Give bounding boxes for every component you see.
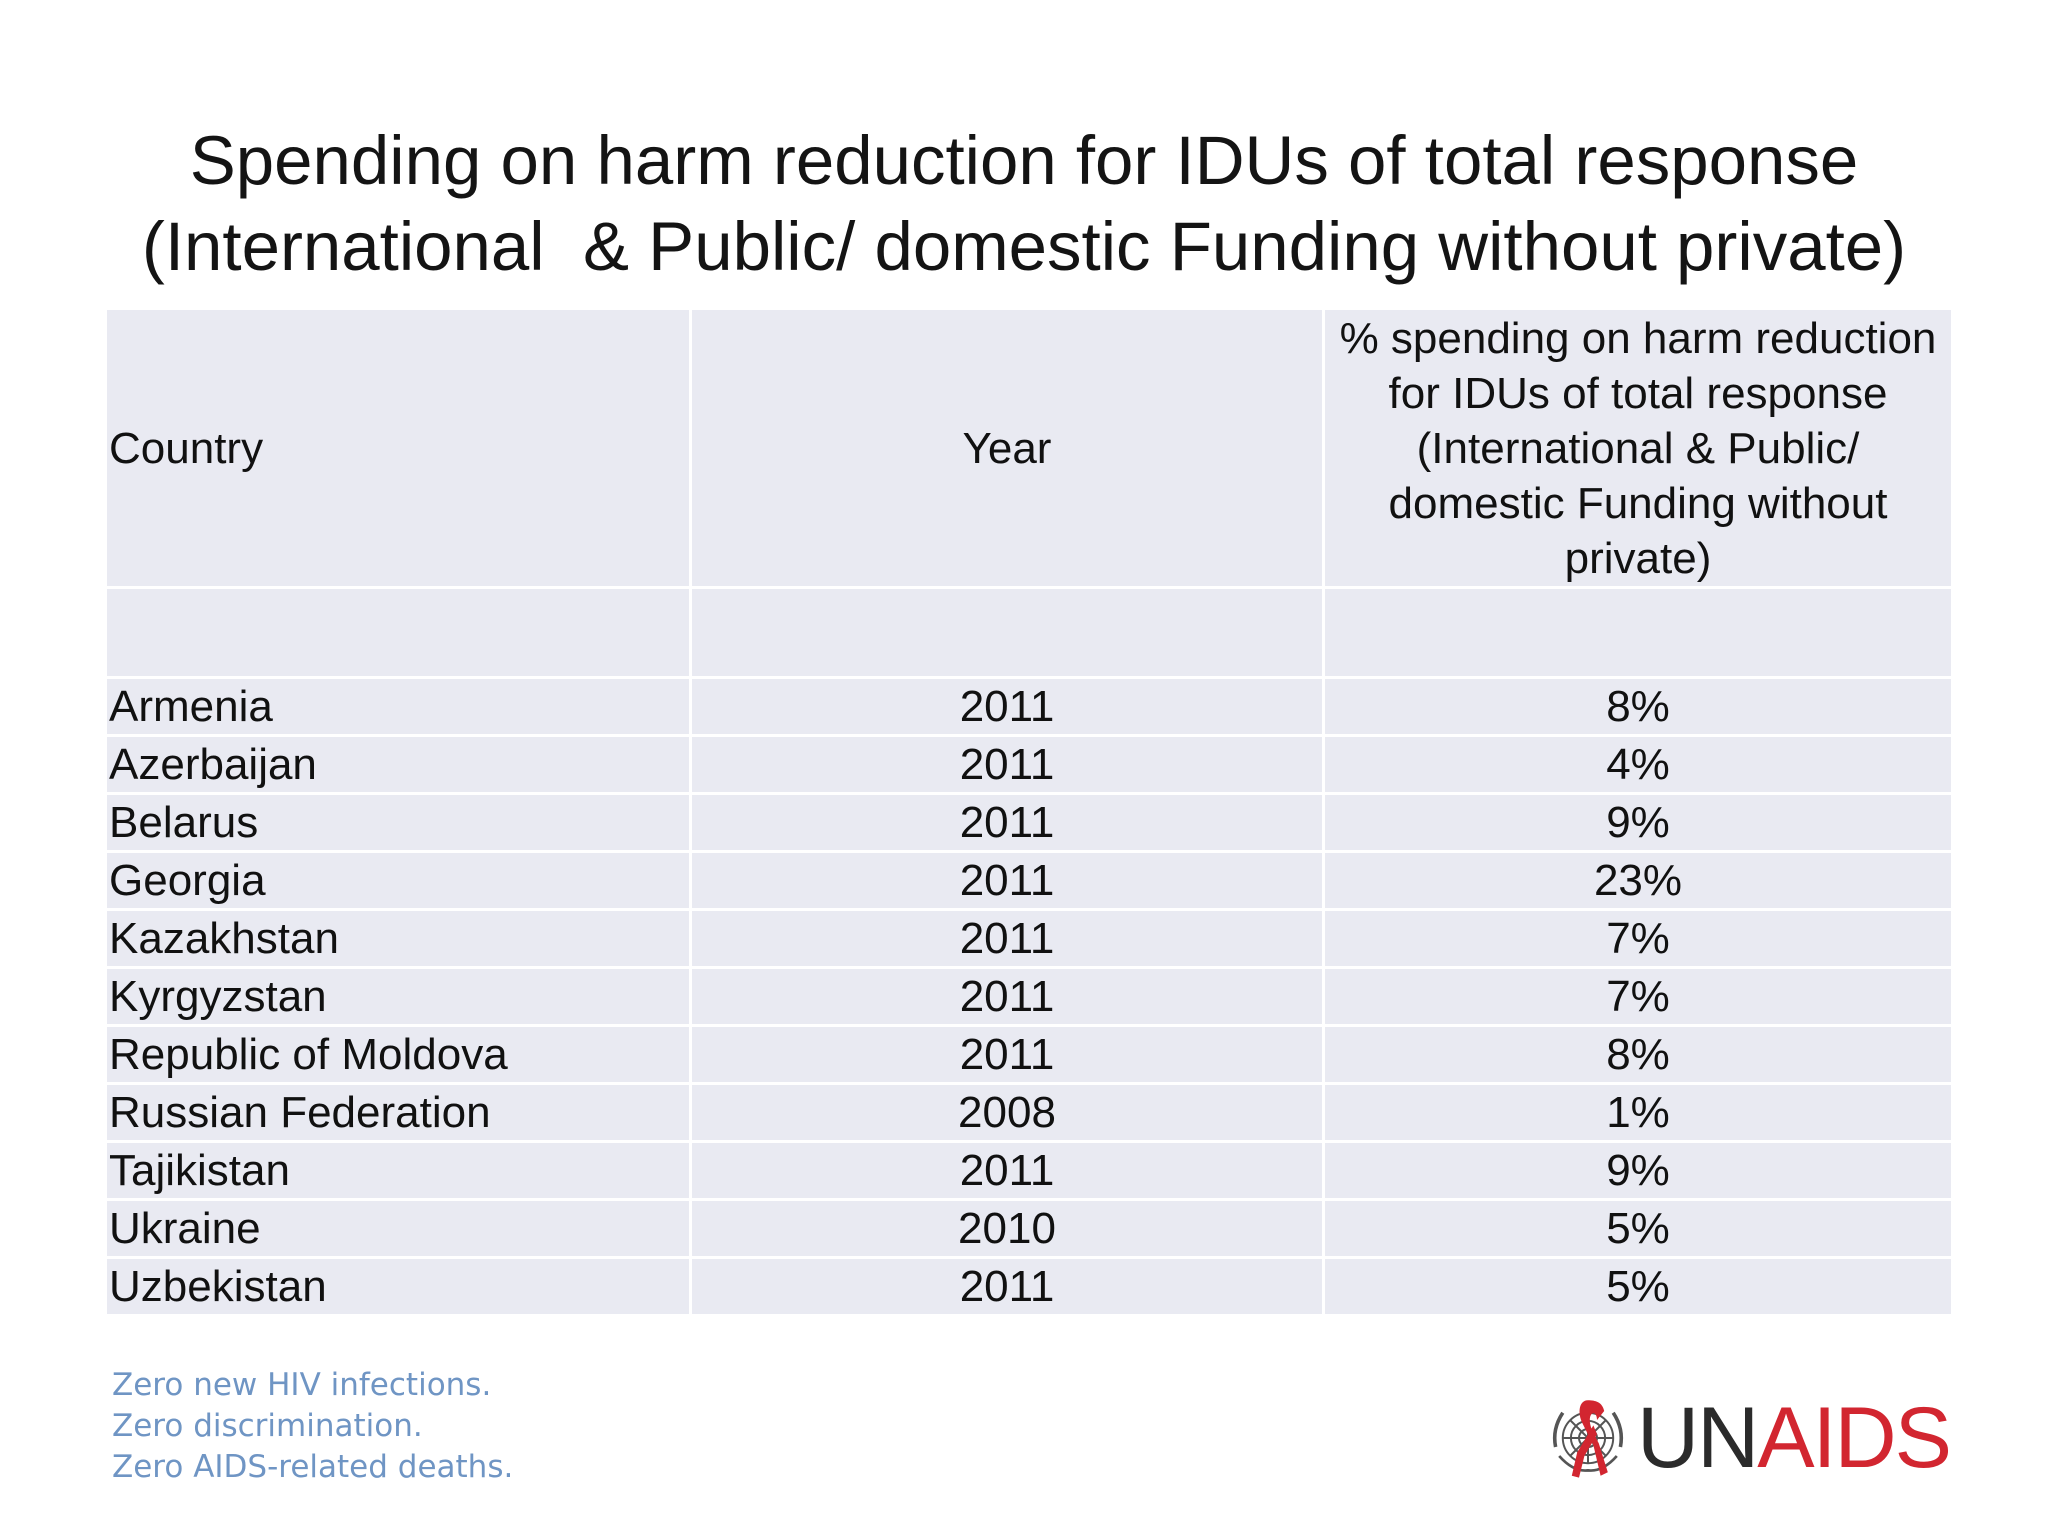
unaids-wordmark: UNAIDS (1637, 1390, 1952, 1486)
spending-table: Country Year % spending on harm reductio… (104, 307, 1954, 1317)
spacer-cell (104, 586, 692, 679)
table-cell-year: 2011 (689, 792, 1325, 853)
table-cell-country: Azerbaijan (104, 734, 692, 795)
column-header-percent: % spending on harm reduction for IDUs of… (1322, 307, 1954, 589)
table-cell-country: Republic of Moldova (104, 1024, 692, 1085)
table-cell-percent: 5% (1322, 1256, 1954, 1317)
spacer-cell (1322, 586, 1954, 679)
slide-title-line-1: Spending on harm reduction for IDUs of t… (189, 122, 1859, 200)
table-cell-percent: 4% (1322, 734, 1954, 795)
table-row: Armenia 2011 8% (104, 676, 1954, 737)
table-cell-year: 2011 (689, 676, 1325, 737)
table-cell-country: Tajikistan (104, 1140, 692, 1201)
table-cell-percent: 8% (1322, 1024, 1954, 1085)
table-cell-percent: 7% (1322, 966, 1954, 1027)
tagline-line-3: Zero AIDS-related deaths. (112, 1449, 514, 1485)
table-cell-year: 2011 (689, 1024, 1325, 1085)
table-body: Armenia 2011 8% Azerbaijan 2011 4% Belarus 2011… (104, 586, 1954, 1317)
logo-text-un: UN (1637, 1390, 1759, 1486)
table-cell-year: 2011 (689, 1140, 1325, 1201)
table-cell-year: 2010 (689, 1198, 1325, 1259)
table-row: Georgia 2011 23% (104, 850, 1954, 911)
table-row: Kazakhstan 2011 7% (104, 908, 1954, 969)
table-cell-percent: 1% (1322, 1082, 1954, 1143)
unaids-logo: UNAIDS (1543, 1390, 1952, 1486)
table-cell-year: 2011 (689, 850, 1325, 911)
table-row: Uzbekistan 2011 5% (104, 1256, 1954, 1317)
column-header-year: Year (689, 307, 1325, 589)
table-spacer-row (104, 586, 1954, 679)
table-row: Kyrgyzstan 2011 7% (104, 966, 1954, 1027)
table-cell-country: Kyrgyzstan (104, 966, 692, 1027)
table-cell-year: 2008 (689, 1082, 1325, 1143)
table-cell-percent: 9% (1322, 1140, 1954, 1201)
table-row: Azerbaijan 2011 4% (104, 734, 1954, 795)
table-header-row: Country Year % spending on harm reductio… (104, 307, 1954, 589)
table-row: Belarus 2011 9% (104, 792, 1954, 853)
table-cell-percent: 5% (1322, 1198, 1954, 1259)
table-row: Ukraine 2010 5% (104, 1198, 1954, 1259)
table-cell-year: 2011 (689, 908, 1325, 969)
table-cell-percent: 7% (1322, 908, 1954, 969)
table-cell-country: Armenia (104, 676, 692, 737)
table-cell-percent: 9% (1322, 792, 1954, 853)
table-cell-country: Uzbekistan (104, 1256, 692, 1317)
table-cell-country: Belarus (104, 792, 692, 853)
table-cell-year: 2011 (689, 966, 1325, 1027)
column-header-country: Country (104, 307, 692, 589)
table-row: Russian Federation 2008 1% (104, 1082, 1954, 1143)
tagline-line-2: Zero discrimination. (112, 1408, 423, 1444)
table-row: Tajikistan 2011 9% (104, 1140, 1954, 1201)
logo-text-aids: AIDS (1757, 1390, 1952, 1486)
un-emblem-red-ribbon-icon (1552, 1400, 1624, 1478)
table-cell-country: Russian Federation (104, 1082, 692, 1143)
table-row: Republic of Moldova 2011 8% (104, 1024, 1954, 1085)
table-cell-percent: 8% (1322, 676, 1954, 737)
tagline-line-1: Zero new HIV infections. (112, 1367, 492, 1403)
slide-title-line-2: (International & Public/ domestic Fundin… (141, 208, 1907, 286)
tagline: Zero new HIV infections. Zero discrimina… (112, 1365, 513, 1488)
table-cell-country: Ukraine (104, 1198, 692, 1259)
table-cell-percent: 23% (1322, 850, 1954, 911)
table-cell-country: Georgia (104, 850, 692, 911)
spacer-cell (689, 586, 1325, 679)
table-cell-country: Kazakhstan (104, 908, 692, 969)
slide-title: Spending on harm reduction for IDUs of t… (0, 118, 2048, 290)
table-cell-year: 2011 (689, 1256, 1325, 1317)
table-cell-year: 2011 (689, 734, 1325, 795)
